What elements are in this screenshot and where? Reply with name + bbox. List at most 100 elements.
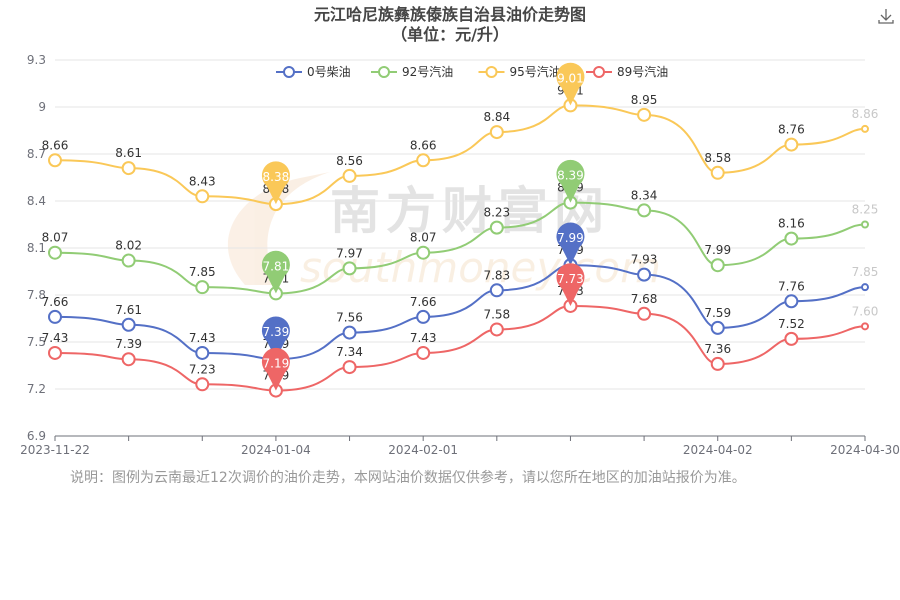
data-point bbox=[861, 283, 869, 292]
legend-marker bbox=[378, 66, 390, 78]
data-point bbox=[195, 280, 210, 295]
legend-marker bbox=[485, 66, 498, 78]
y-tick-label: 8.7 bbox=[27, 147, 46, 161]
data-label: 7.60 bbox=[852, 304, 879, 318]
pin-label: 7.39 bbox=[263, 325, 290, 339]
data-label: 7.83 bbox=[483, 268, 510, 282]
data-point bbox=[416, 309, 431, 324]
data-label: 7.58 bbox=[483, 307, 510, 321]
data-label: 8.43 bbox=[189, 174, 216, 188]
data-label: 8.07 bbox=[410, 231, 437, 245]
x-tick-label: 2024-02-01 bbox=[388, 443, 458, 457]
data-label: 7.93 bbox=[631, 253, 658, 267]
x-tick-label: 2024-04-02 bbox=[683, 443, 753, 457]
data-label: 8.23 bbox=[483, 206, 510, 220]
download-icon[interactable] bbox=[876, 6, 896, 26]
data-label: 7.66 bbox=[42, 295, 69, 309]
legend-label: 95号汽油 bbox=[510, 64, 561, 79]
data-point bbox=[637, 107, 652, 122]
data-label: 8.61 bbox=[115, 146, 142, 160]
legend-label: 0号柴油 bbox=[307, 65, 351, 79]
data-label: 8.86 bbox=[852, 107, 879, 121]
data-point bbox=[861, 124, 869, 133]
data-label: 7.43 bbox=[410, 331, 437, 345]
data-label: 7.43 bbox=[189, 331, 216, 345]
data-label: 8.25 bbox=[852, 203, 879, 217]
pin-max bbox=[556, 62, 585, 106]
series-92号汽油: 8.07 8.02 7.85 7.81 7.97 8.07 8.23 8.39 8.34 7.99… bbox=[42, 159, 879, 301]
pin-label: 7.73 bbox=[557, 272, 584, 286]
data-point bbox=[489, 125, 504, 140]
data-label: 7.39 bbox=[115, 337, 142, 351]
data-point bbox=[195, 345, 210, 360]
data-point bbox=[489, 322, 504, 337]
data-point bbox=[784, 294, 799, 309]
y-tick-label: 9 bbox=[38, 100, 46, 114]
pin-min bbox=[261, 161, 290, 205]
data-point bbox=[710, 320, 725, 335]
data-point bbox=[121, 317, 136, 332]
data-point bbox=[195, 377, 210, 392]
chart-title-line2: （单位：元/升） bbox=[391, 25, 509, 44]
series-0号柴油: 7.66 7.61 7.43 7.39 7.56 7.66 7.83 7.99 7.93 7.59… bbox=[42, 222, 879, 367]
data-point bbox=[121, 352, 136, 367]
legend-label: 92号汽油 bbox=[402, 64, 453, 79]
data-point bbox=[861, 322, 869, 331]
pin-label: 7.99 bbox=[557, 231, 584, 245]
pin-label: 8.39 bbox=[557, 169, 584, 183]
pin-max bbox=[556, 263, 585, 306]
data-point bbox=[784, 137, 799, 152]
data-point bbox=[861, 220, 869, 229]
data-label: 7.23 bbox=[189, 362, 216, 376]
data-label: 7.43 bbox=[42, 331, 69, 345]
y-tick-label: 8.1 bbox=[27, 241, 46, 255]
data-label: 8.02 bbox=[115, 239, 142, 253]
series-95号汽油: 8.66 8.61 8.43 8.38 8.56 8.66 8.84 9.01 8.95 8.58… bbox=[42, 62, 879, 212]
pin-label: 7.19 bbox=[263, 357, 290, 371]
data-point bbox=[637, 203, 652, 218]
data-point bbox=[121, 253, 136, 268]
data-point bbox=[637, 306, 652, 321]
data-label: 8.66 bbox=[410, 138, 437, 152]
chart-title-line1: 元江哈尼族彝族傣族自治县油价走势图 bbox=[313, 5, 586, 24]
data-label: 7.66 bbox=[410, 295, 437, 309]
data-label: 7.85 bbox=[852, 265, 879, 279]
chart-title: 元江哈尼族彝族傣族自治县油价走势图 （单位：元/升） bbox=[0, 5, 900, 45]
y-tick-label: 7.5 bbox=[27, 335, 46, 349]
data-label: 7.34 bbox=[336, 345, 363, 359]
data-label: 7.36 bbox=[704, 342, 731, 356]
data-point bbox=[637, 267, 652, 282]
data-point bbox=[489, 283, 504, 298]
data-point bbox=[342, 168, 357, 183]
data-point bbox=[48, 153, 62, 168]
series-line bbox=[54, 304, 866, 392]
y-tick-label: 9.3 bbox=[27, 53, 46, 67]
data-label: 7.99 bbox=[704, 243, 731, 257]
series-89号汽油: 7.43 7.39 7.23 7.19 7.34 7.43 7.58 7.73 7.68 7.36… bbox=[42, 263, 879, 398]
pin-label: 8.38 bbox=[263, 170, 290, 184]
data-label: 8.95 bbox=[631, 93, 658, 107]
data-label: 7.59 bbox=[704, 306, 731, 320]
y-tick-label: 7.2 bbox=[27, 382, 46, 396]
data-label: 7.56 bbox=[336, 311, 363, 325]
pin-max bbox=[556, 222, 585, 266]
data-point bbox=[710, 258, 725, 273]
data-label: 8.66 bbox=[42, 138, 69, 152]
pin-min bbox=[261, 316, 290, 360]
pin-min bbox=[261, 250, 290, 294]
data-point bbox=[342, 325, 357, 340]
footnote: 说明：图例为云南最近12次调价的油价走势，本网站油价数据仅供参考，请以您所在地区… bbox=[70, 470, 746, 486]
data-point bbox=[784, 231, 799, 246]
data-point bbox=[489, 220, 504, 235]
pin-label: 7.81 bbox=[263, 259, 290, 273]
pin-max bbox=[556, 159, 585, 203]
data-point bbox=[342, 261, 357, 276]
data-label: 7.85 bbox=[189, 265, 216, 279]
data-point bbox=[48, 345, 62, 360]
y-tick-label: 7.8 bbox=[27, 288, 46, 302]
data-point bbox=[195, 189, 210, 204]
pin-label: 9.01 bbox=[557, 71, 584, 85]
